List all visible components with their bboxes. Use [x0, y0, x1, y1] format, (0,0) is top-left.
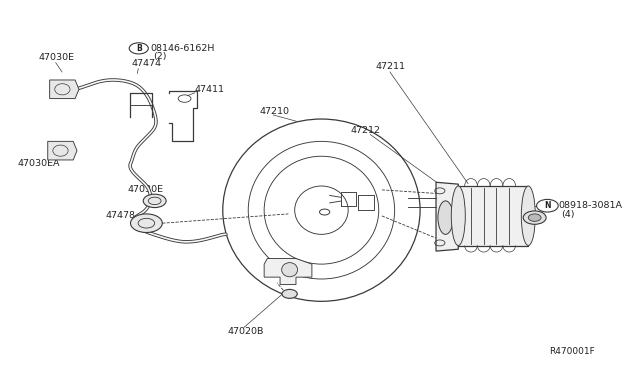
Circle shape	[524, 211, 546, 224]
Ellipse shape	[522, 186, 535, 246]
Text: R470001F: R470001F	[549, 347, 595, 356]
Polygon shape	[264, 259, 312, 285]
Text: 08918-3081A: 08918-3081A	[559, 201, 623, 210]
Polygon shape	[50, 80, 79, 99]
Text: 47211: 47211	[376, 62, 406, 71]
Text: 47030E: 47030E	[38, 53, 74, 62]
Text: 47212: 47212	[350, 126, 380, 135]
Text: 08146-6162H: 08146-6162H	[150, 44, 214, 53]
Polygon shape	[436, 182, 458, 251]
FancyBboxPatch shape	[458, 186, 528, 246]
Circle shape	[528, 214, 541, 221]
Text: 47474: 47474	[131, 59, 161, 68]
Text: N: N	[544, 201, 550, 210]
Text: (4): (4)	[561, 210, 575, 219]
Text: 47020B: 47020B	[228, 327, 264, 336]
Text: 47030E: 47030E	[127, 185, 163, 194]
Text: (2): (2)	[153, 52, 166, 61]
Text: 47478: 47478	[105, 211, 135, 219]
Circle shape	[143, 194, 166, 208]
Ellipse shape	[282, 263, 298, 277]
Text: 47411: 47411	[194, 85, 224, 94]
Circle shape	[131, 214, 163, 232]
Circle shape	[282, 289, 297, 298]
Text: 47210: 47210	[260, 107, 290, 116]
Text: 47030EA: 47030EA	[18, 159, 60, 168]
Polygon shape	[48, 141, 77, 160]
Ellipse shape	[451, 186, 465, 246]
Text: B: B	[136, 44, 141, 53]
Ellipse shape	[438, 201, 453, 234]
